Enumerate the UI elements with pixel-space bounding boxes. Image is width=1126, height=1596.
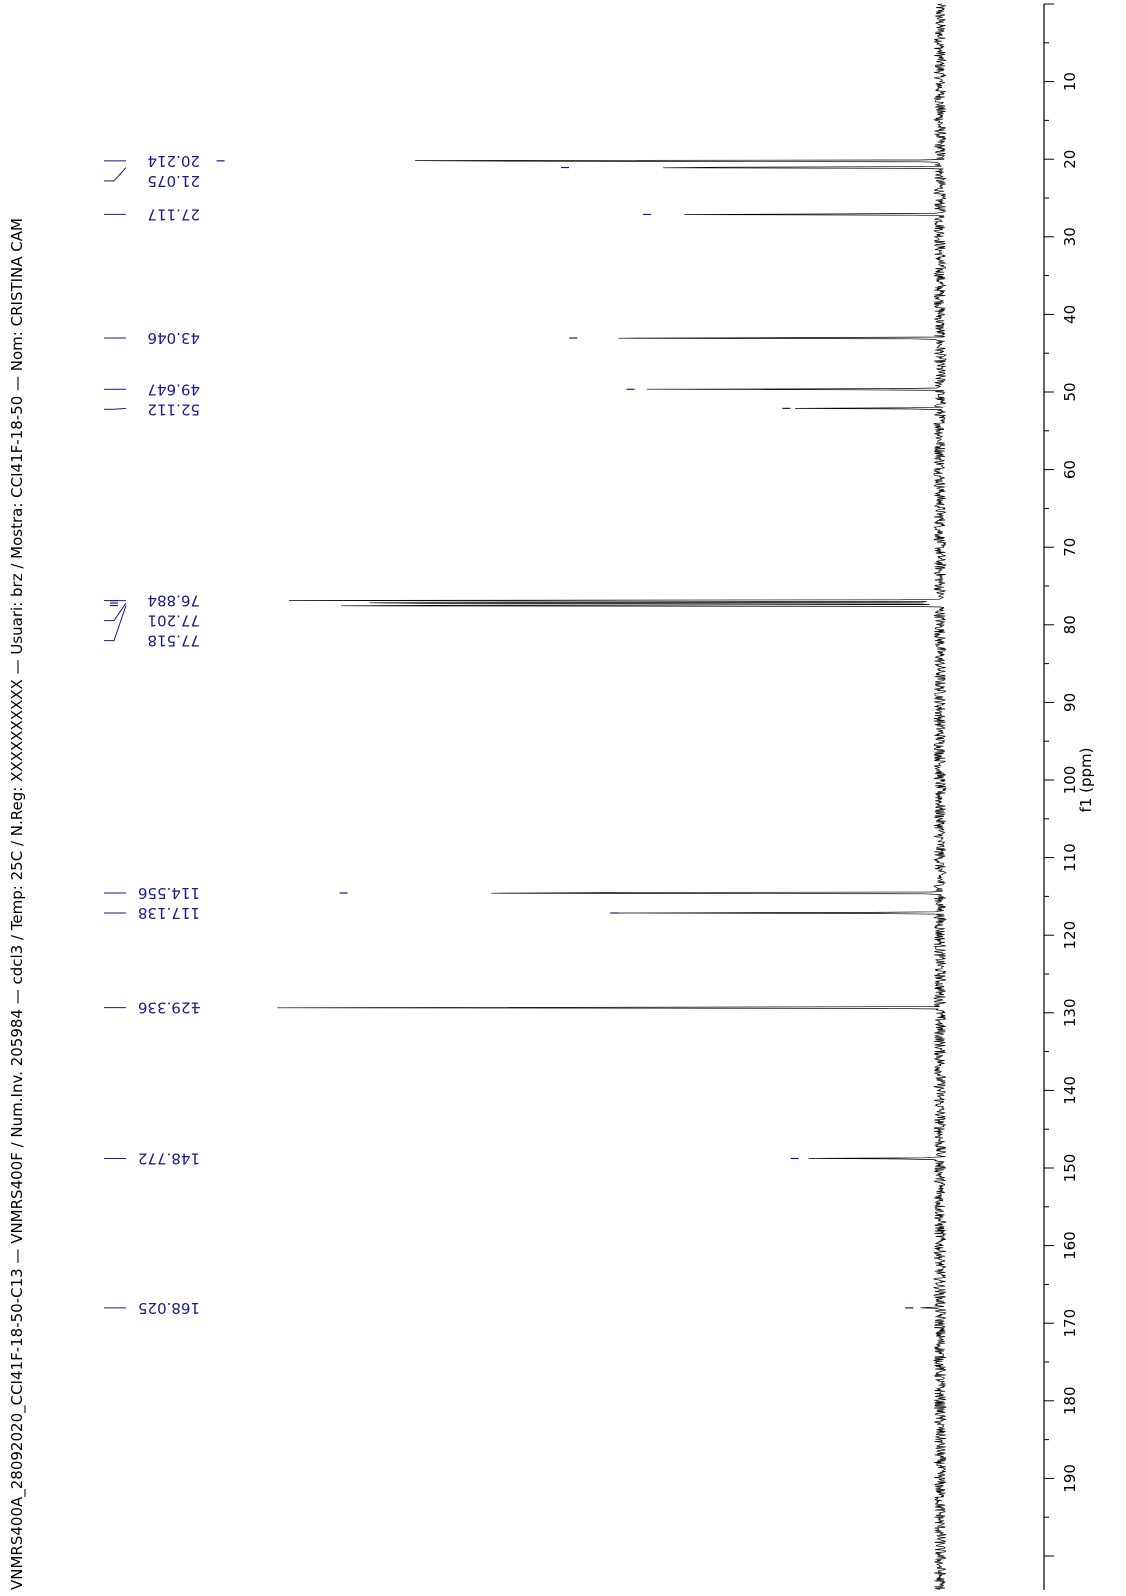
tick-label: 110: [1061, 843, 1079, 872]
tick-label: 190: [1061, 1464, 1079, 1493]
peak-label: 27.117: [148, 205, 201, 223]
tick-label: 140: [1061, 1076, 1079, 1105]
x-axis-label: f1 (ppm): [1077, 748, 1095, 813]
peak-connector: [104, 605, 127, 642]
tick-label: 150: [1061, 1154, 1079, 1183]
tick-label: 50: [1061, 382, 1079, 401]
peak-connector: [104, 167, 127, 182]
tick-label: 90: [1061, 693, 1079, 712]
tick-label: 10: [1061, 72, 1079, 91]
tick-label: 70: [1061, 538, 1079, 557]
peak-label: 168.025: [138, 1299, 200, 1317]
tick-label: 180: [1061, 1386, 1079, 1415]
tick-label: 60: [1061, 460, 1079, 479]
peak-connector: [104, 407, 127, 410]
peak-label: 49.647: [148, 380, 201, 398]
tick-label: 160: [1061, 1231, 1079, 1260]
tick-label: 120: [1061, 921, 1079, 950]
tick-label: 20: [1061, 150, 1079, 169]
peak-label: 52.112: [148, 400, 201, 418]
peak-label: 117.138: [138, 904, 200, 922]
tick-label: 100: [1061, 766, 1079, 795]
tick-label: 30: [1061, 227, 1079, 246]
tick-label: 130: [1061, 998, 1079, 1027]
peak-label: 148.772: [138, 1149, 200, 1167]
peak-label: 129.336: [138, 999, 200, 1017]
tick-label: 170: [1061, 1309, 1079, 1338]
peak-markers: 20.214 21.075 27.117 43.046 49.647 52.112 76.8…: [104, 152, 914, 1317]
ppm-axis: 10 20 30 40 50 60 70 80 90 100 110 120 130 140 150 160 1…: [1043, 3, 1079, 1590]
spectrum-trace: [277, 3, 948, 1590]
peak-label: 21.075: [148, 172, 201, 190]
peak-connector: [104, 602, 127, 622]
tick-label: 40: [1061, 305, 1079, 324]
peak-label: 43.046: [148, 329, 201, 347]
tick-label: 80: [1061, 615, 1079, 634]
chart-title: VNMRS400A_28092020_CCI41F-18-50-C13 — VN…: [8, 218, 27, 1590]
peak-label: 20.214: [148, 152, 201, 170]
peak-label: 77.518: [148, 632, 201, 650]
peak-label: 114.556: [138, 884, 200, 902]
peak-label: 76.884: [148, 592, 201, 610]
spectrum-line: [277, 3, 948, 1590]
peak-label: 77.201: [148, 612, 201, 630]
